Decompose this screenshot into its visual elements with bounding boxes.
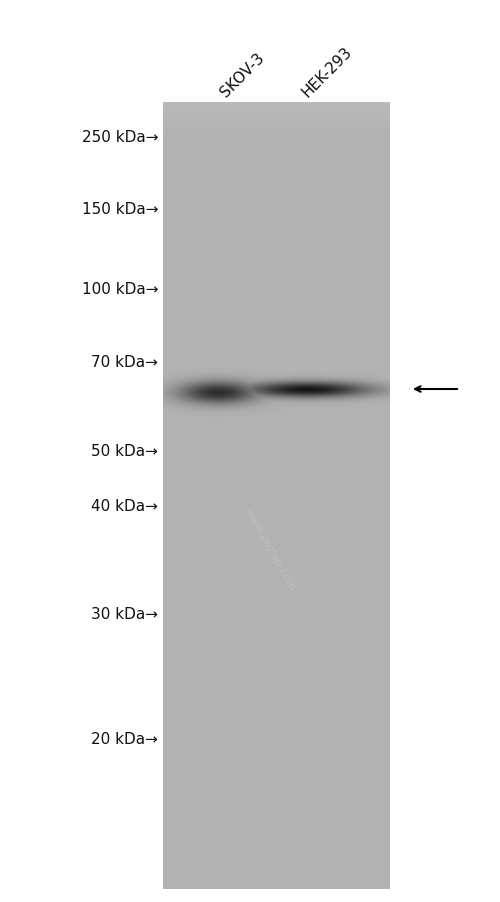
Text: 70 kDa→: 70 kDa→ bbox=[91, 355, 158, 370]
Text: SKOV-3: SKOV-3 bbox=[218, 51, 267, 100]
Text: 50 kDa→: 50 kDa→ bbox=[91, 444, 158, 459]
Text: 20 kDa→: 20 kDa→ bbox=[91, 732, 158, 747]
Text: 250 kDa→: 250 kDa→ bbox=[82, 131, 158, 145]
Text: www.ptglab.com: www.ptglab.com bbox=[242, 507, 298, 592]
Text: 150 kDa→: 150 kDa→ bbox=[82, 202, 158, 217]
Text: 40 kDa→: 40 kDa→ bbox=[91, 499, 158, 514]
Text: 100 kDa→: 100 kDa→ bbox=[82, 282, 158, 297]
Text: 30 kDa→: 30 kDa→ bbox=[91, 607, 158, 621]
Text: HEK-293: HEK-293 bbox=[300, 44, 356, 100]
